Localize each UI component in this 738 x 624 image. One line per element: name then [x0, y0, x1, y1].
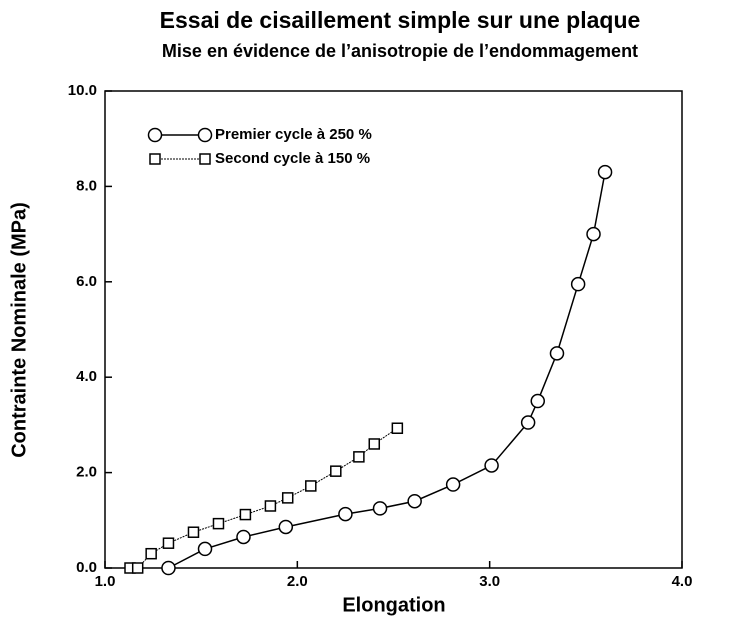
marker: [586, 226, 601, 242]
marker: [353, 451, 365, 463]
marker: [161, 560, 176, 576]
marker: [520, 415, 536, 430]
marker: [391, 422, 404, 434]
legend-marker: [149, 153, 161, 165]
marker: [530, 393, 545, 409]
legend-marker: [199, 153, 211, 165]
x-axis-label: Elongation: [342, 594, 445, 616]
marker: [407, 493, 422, 509]
marker: [212, 517, 225, 530]
marker: [570, 276, 586, 292]
y-tick-label: 6.0: [76, 273, 97, 290]
plot-frame: [104, 90, 683, 569]
marker: [549, 346, 565, 361]
y-tick-label: 8.0: [76, 177, 97, 194]
chart-subtitle: Mise en évidence de l’anisotropie de l’e…: [162, 41, 638, 61]
legend-label: Second cycle à 150 %: [215, 150, 370, 167]
y-tick-label: 10.0: [68, 82, 97, 99]
x-tick-label: 4.0: [672, 573, 693, 590]
marker: [484, 458, 499, 473]
marker: [197, 541, 213, 557]
marker: [445, 477, 461, 492]
x-tick-label: 1.0: [95, 573, 116, 590]
marker: [338, 506, 353, 522]
marker: [145, 547, 157, 560]
marker: [330, 465, 342, 477]
marker: [239, 508, 252, 521]
marker: [187, 526, 200, 538]
marker: [372, 501, 388, 516]
x-tick-label: 3.0: [479, 573, 500, 590]
legend-label: Premier cycle à 250 %: [215, 126, 372, 143]
x-tick-label: 2.0: [287, 573, 308, 590]
y-axis-label: Contrainte Nominale (MPa): [8, 202, 30, 458]
marker: [131, 562, 144, 574]
y-tick-label: 4.0: [76, 368, 97, 385]
marker: [236, 529, 251, 545]
y-tick-label: 2.0: [76, 464, 97, 481]
legend-marker: [147, 127, 163, 143]
marker: [368, 438, 381, 450]
chart-title: Essai de cisaillement simple sur une pla…: [160, 7, 641, 33]
y-tick-label: 0.0: [76, 559, 97, 576]
marker: [162, 537, 175, 549]
marker: [281, 492, 294, 504]
marker: [597, 164, 613, 180]
legend-marker: [197, 127, 213, 143]
marker: [278, 519, 294, 535]
marker: [305, 480, 317, 492]
marker: [264, 500, 277, 512]
